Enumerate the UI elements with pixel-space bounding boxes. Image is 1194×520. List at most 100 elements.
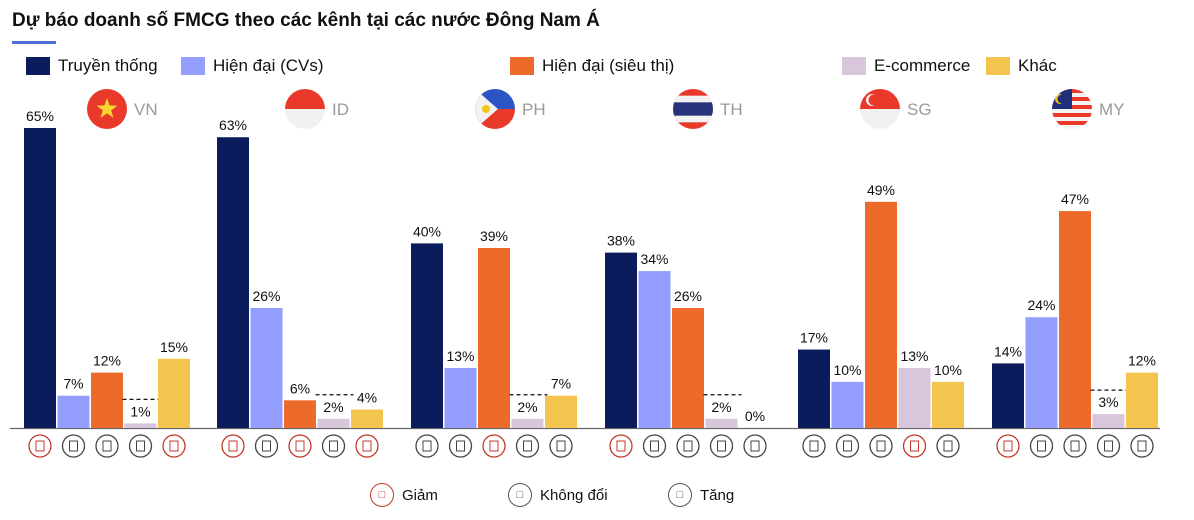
trend-legend-label: Giảm xyxy=(402,486,438,504)
bar-my-5 xyxy=(1126,372,1158,428)
trend-glyph xyxy=(102,440,112,452)
data-label: 39% xyxy=(480,228,508,244)
trend-down-icon xyxy=(162,434,186,458)
bar-id-2 xyxy=(250,308,283,428)
trend-glyph xyxy=(362,440,372,452)
data-label: 26% xyxy=(252,288,280,304)
trend-glyph xyxy=(136,440,145,452)
trend-flat-icon xyxy=(515,434,540,458)
trend-glyph xyxy=(943,440,953,452)
trend-glyph xyxy=(35,440,45,452)
trend-glyph xyxy=(650,440,659,452)
trend-flat-icon: □ xyxy=(508,483,532,507)
trend-flat-icon xyxy=(1029,434,1054,458)
trend-glyph xyxy=(910,440,919,452)
legend-label: Khác xyxy=(1018,56,1057,75)
country-label: VN xyxy=(134,100,158,119)
trend-down-icon xyxy=(996,434,1020,458)
trend-glyph xyxy=(422,440,432,452)
trend-glyph xyxy=(1037,440,1046,452)
trend-flat-icon xyxy=(1063,434,1087,458)
bar-th-4 xyxy=(705,418,738,428)
legend-label: E-commerce xyxy=(874,56,971,75)
trend-down-icon xyxy=(609,434,633,458)
trend-flat-icon xyxy=(709,434,734,458)
trend-glyph xyxy=(262,440,271,452)
legend-swatch xyxy=(510,57,534,75)
bar-chart: VN 65% 7% 12% 1% 15% ID 63% 26% 6% 2% 4% PH 40% 13% 39%… xyxy=(10,89,1160,458)
bar-vn-2 xyxy=(57,395,90,428)
data-label: 2% xyxy=(711,399,731,415)
trend-up-icon: □ xyxy=(668,483,692,507)
trend-legend-down: □ Giảm xyxy=(370,481,438,509)
trend-glyph xyxy=(1137,440,1147,452)
legend-swatch xyxy=(986,57,1010,75)
trend-flat-icon xyxy=(61,434,86,458)
trend-glyph xyxy=(843,440,852,452)
data-label: 13% xyxy=(900,348,928,364)
trend-glyph xyxy=(809,440,819,452)
title-underline xyxy=(12,41,56,44)
data-label: 7% xyxy=(63,376,83,392)
trend-glyph xyxy=(329,440,338,452)
bar-my-2 xyxy=(1025,317,1058,428)
trend-down-icon xyxy=(482,434,506,458)
trend-flat-icon xyxy=(936,434,960,458)
trend-glyph xyxy=(228,440,238,452)
data-label: 14% xyxy=(994,343,1022,359)
data-label: 17% xyxy=(800,330,828,346)
trend-glyph xyxy=(1003,440,1013,452)
bar-th-1 xyxy=(605,252,637,428)
bar-th-3 xyxy=(672,308,704,428)
bar-sg-3 xyxy=(865,201,897,428)
trend-down-icon xyxy=(902,434,927,458)
bar-id-5 xyxy=(351,409,383,428)
trend-flat-icon xyxy=(1096,434,1121,458)
bar-my-1 xyxy=(992,363,1024,428)
trend-glyph xyxy=(616,440,626,452)
trend-glyph xyxy=(69,440,78,452)
flag-id-icon xyxy=(285,89,325,129)
trend-down-icon xyxy=(28,434,52,458)
legend-item-khac: Khác xyxy=(986,55,1057,77)
data-label: 38% xyxy=(607,233,635,249)
data-label: 34% xyxy=(640,251,668,267)
trend-glyph xyxy=(523,440,532,452)
trend-down-icon xyxy=(355,434,379,458)
country-label: MY xyxy=(1099,100,1125,119)
trend-flat-icon xyxy=(642,434,667,458)
trend-flat-icon xyxy=(448,434,473,458)
trend-flat-icon xyxy=(1130,434,1154,458)
data-label: 12% xyxy=(1128,353,1156,369)
trend-glyph xyxy=(750,440,760,452)
legend-item-e-commerce: E-commerce xyxy=(842,55,970,77)
data-label: 1% xyxy=(130,403,150,419)
bar-sg-2 xyxy=(831,381,864,428)
country-label: ID xyxy=(332,100,349,119)
trend-down-icon xyxy=(288,434,312,458)
data-label: 4% xyxy=(357,390,377,406)
page-title: Dự báo doanh số FMCG theo các kênh tại c… xyxy=(12,10,600,31)
legend-swatch xyxy=(842,57,866,75)
trend-glyph xyxy=(489,440,499,452)
trend-glyph xyxy=(1070,440,1080,452)
trend-legend-up: □ Tăng xyxy=(668,481,734,509)
trend-legend-flat: □ Không đổi xyxy=(508,481,608,509)
trend-flat-icon xyxy=(676,434,700,458)
bar-ph-3 xyxy=(478,248,510,428)
trend-legend-label: Tăng xyxy=(700,486,735,504)
legend-item-hien-dai-sieu-thi: Hiện đại (siêu thị) xyxy=(510,55,674,77)
bar-vn-5 xyxy=(158,358,190,428)
trend-flat-icon xyxy=(128,434,153,458)
bar-vn-4 xyxy=(124,423,157,428)
data-label: 26% xyxy=(674,288,702,304)
data-label: 7% xyxy=(551,376,571,392)
trend-flat-icon xyxy=(802,434,826,458)
legend-item-truyen-thong: Truyền thống xyxy=(26,55,158,77)
bar-sg-5 xyxy=(932,381,964,428)
trend-glyph xyxy=(556,440,566,452)
trend-flat-icon xyxy=(321,434,346,458)
country-label: PH xyxy=(522,100,546,119)
bar-sg-4 xyxy=(898,368,931,428)
bar-my-3 xyxy=(1059,211,1091,428)
